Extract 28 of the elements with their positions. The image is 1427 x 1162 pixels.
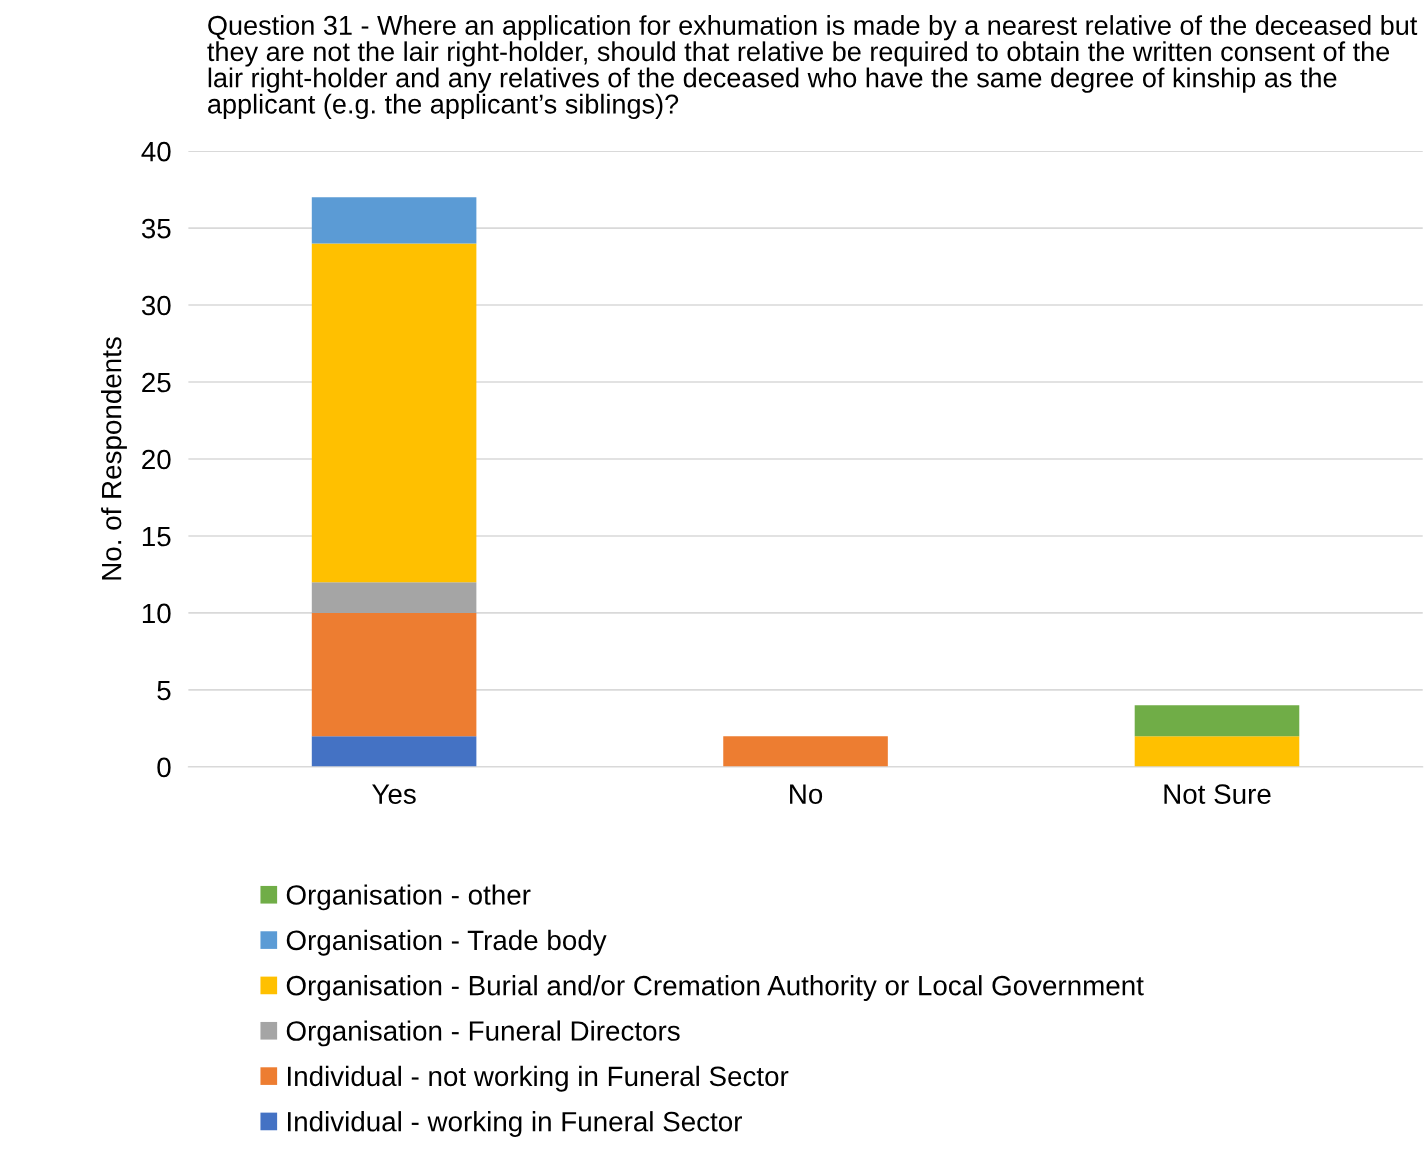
- legend-label: Organisation - Funeral Directors: [286, 1020, 680, 1047]
- legend-label: Organisation - Burial and/or Cremation Authority or Local Government: [286, 975, 1144, 1001]
- bar: [1134, 705, 1300, 737]
- y-tick-label: 15: [142, 526, 171, 547]
- chart-title: Question 31 - Where an application for exhumation is made by a nearest relative of the deceased but they are not the lair right-holder, should that relative be required to obtain the written consent of the lair right-holder and any relatives of the deceased who have the same degree of kinship as the applicant (e.g. the applicant’s siblings)?: [207, 15, 1418, 120]
- y-axis-title: No. of Respondents: [101, 337, 127, 580]
- bar: [311, 243, 477, 583]
- bar: [1134, 736, 1300, 767]
- legend-label: Individual - not working in Funeral Sector: [288, 1065, 789, 1092]
- x-tick-label: Not Sure: [1164, 784, 1271, 804]
- bar: [723, 736, 888, 767]
- bar: [311, 612, 477, 737]
- bar: [311, 736, 477, 767]
- x-tick-label: No: [790, 784, 823, 804]
- y-tick-label: 30: [141, 295, 171, 316]
- bar: [311, 582, 477, 613]
- bar: [311, 197, 477, 244]
- y-tick-label: 5: [157, 680, 171, 701]
- x-tick-label: Yes: [372, 784, 416, 804]
- y-tick-label: 40: [141, 141, 171, 162]
- legend-label: Organisation - other: [286, 884, 531, 911]
- legend-label: Organisation - Trade body: [286, 929, 607, 956]
- y-tick-label: 10: [142, 603, 171, 624]
- y-tick-label: 20: [142, 449, 171, 470]
- y-tick-label: 35: [141, 218, 171, 239]
- y-tick-label: 25: [142, 372, 171, 393]
- legend-label: Individual - working in Funeral Sector: [288, 1111, 742, 1137]
- y-tick-label: 0: [157, 757, 171, 778]
